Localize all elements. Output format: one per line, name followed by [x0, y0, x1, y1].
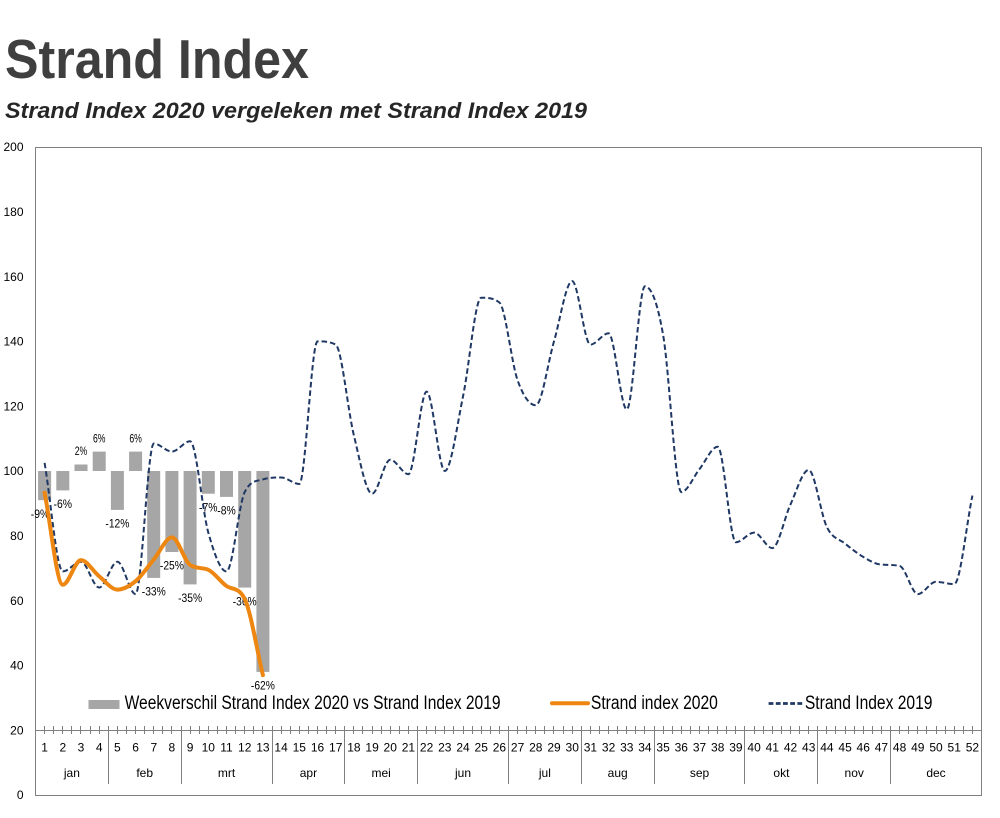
svg-text:nov: nov [845, 766, 864, 780]
svg-text:32: 32 [602, 741, 616, 755]
svg-text:30: 30 [566, 741, 580, 755]
svg-text:-6%: -6% [54, 499, 73, 511]
svg-text:Strand Index 2020 vergeleken m: Strand Index 2020 vergeleken met Strand … [5, 98, 588, 123]
svg-text:okt: okt [773, 766, 790, 780]
svg-text:6%: 6% [93, 433, 106, 445]
svg-text:42: 42 [784, 741, 798, 755]
svg-text:200: 200 [3, 140, 23, 154]
svg-text:34: 34 [638, 741, 652, 755]
svg-text:160: 160 [3, 270, 23, 284]
svg-text:18: 18 [347, 741, 361, 755]
svg-text:10: 10 [202, 741, 216, 755]
svg-text:1: 1 [41, 741, 48, 755]
svg-text:-12%: -12% [105, 519, 129, 531]
svg-text:4: 4 [96, 741, 103, 755]
svg-text:24: 24 [456, 741, 470, 755]
svg-text:100: 100 [3, 464, 23, 478]
svg-text:sep: sep [690, 766, 710, 780]
svg-text:mrt: mrt [218, 766, 236, 780]
svg-text:-8%: -8% [217, 506, 236, 518]
svg-text:52: 52 [966, 741, 980, 755]
svg-text:80: 80 [10, 529, 24, 543]
svg-text:Weekverschil Strand Index 2020: Weekverschil Strand Index 2020 vs Strand… [125, 693, 501, 714]
svg-text:8: 8 [169, 741, 176, 755]
svg-text:40: 40 [10, 659, 24, 673]
svg-text:33: 33 [620, 741, 634, 755]
svg-text:20: 20 [10, 723, 24, 737]
svg-text:23: 23 [438, 741, 452, 755]
svg-text:12: 12 [238, 741, 252, 755]
svg-text:6%: 6% [129, 433, 142, 445]
svg-text:mei: mei [372, 766, 391, 780]
svg-text:14: 14 [274, 741, 288, 755]
svg-text:28: 28 [529, 741, 543, 755]
svg-text:Strand Index 2019: Strand Index 2019 [805, 693, 933, 714]
svg-text:38: 38 [711, 741, 725, 755]
svg-text:apr: apr [300, 766, 317, 780]
svg-text:2: 2 [59, 741, 66, 755]
svg-text:jan: jan [63, 766, 80, 780]
svg-text:47: 47 [875, 741, 889, 755]
svg-text:15: 15 [293, 741, 307, 755]
svg-text:120: 120 [3, 399, 23, 413]
svg-text:20: 20 [384, 741, 398, 755]
svg-text:-35%: -35% [178, 593, 202, 605]
svg-text:48: 48 [893, 741, 907, 755]
svg-text:44: 44 [820, 741, 834, 755]
svg-text:5: 5 [114, 741, 121, 755]
svg-text:Strand Index: Strand Index [5, 28, 309, 90]
svg-text:0: 0 [17, 788, 24, 802]
svg-text:19: 19 [365, 741, 379, 755]
svg-text:9: 9 [187, 741, 194, 755]
svg-text:49: 49 [911, 741, 925, 755]
svg-text:36: 36 [675, 741, 689, 755]
svg-text:50: 50 [929, 741, 943, 755]
svg-text:6: 6 [132, 741, 139, 755]
svg-text:3: 3 [78, 741, 85, 755]
svg-text:35: 35 [656, 741, 670, 755]
svg-text:11: 11 [220, 741, 233, 755]
svg-text:-62%: -62% [251, 681, 275, 693]
svg-text:51: 51 [948, 741, 962, 755]
svg-text:-25%: -25% [160, 561, 184, 573]
svg-text:40: 40 [747, 741, 761, 755]
svg-text:45: 45 [838, 741, 852, 755]
svg-text:60: 60 [10, 594, 24, 608]
svg-text:16: 16 [311, 741, 325, 755]
svg-text:7: 7 [150, 741, 157, 755]
svg-text:dec: dec [926, 766, 945, 780]
svg-text:22: 22 [420, 741, 434, 755]
svg-text:31: 31 [584, 741, 598, 755]
svg-text:46: 46 [857, 741, 871, 755]
svg-text:-9%: -9% [31, 509, 50, 521]
svg-text:140: 140 [3, 335, 23, 349]
svg-text:Strand index 2020: Strand index 2020 [591, 693, 718, 714]
svg-text:jul: jul [538, 766, 551, 780]
svg-text:17: 17 [329, 741, 343, 755]
svg-text:aug: aug [608, 766, 628, 780]
svg-text:26: 26 [493, 741, 507, 755]
svg-text:29: 29 [547, 741, 561, 755]
svg-text:41: 41 [766, 741, 780, 755]
svg-text:2%: 2% [75, 446, 88, 458]
svg-text:27: 27 [511, 741, 525, 755]
svg-text:13: 13 [256, 741, 270, 755]
svg-text:43: 43 [802, 741, 816, 755]
svg-text:21: 21 [402, 741, 416, 755]
svg-text:39: 39 [729, 741, 743, 755]
svg-text:180: 180 [3, 205, 23, 219]
svg-text:feb: feb [136, 766, 153, 780]
svg-text:-7%: -7% [199, 502, 218, 514]
svg-text:37: 37 [693, 741, 707, 755]
svg-text:25: 25 [475, 741, 489, 755]
svg-text:-33%: -33% [142, 587, 166, 599]
svg-text:jun: jun [454, 766, 471, 780]
